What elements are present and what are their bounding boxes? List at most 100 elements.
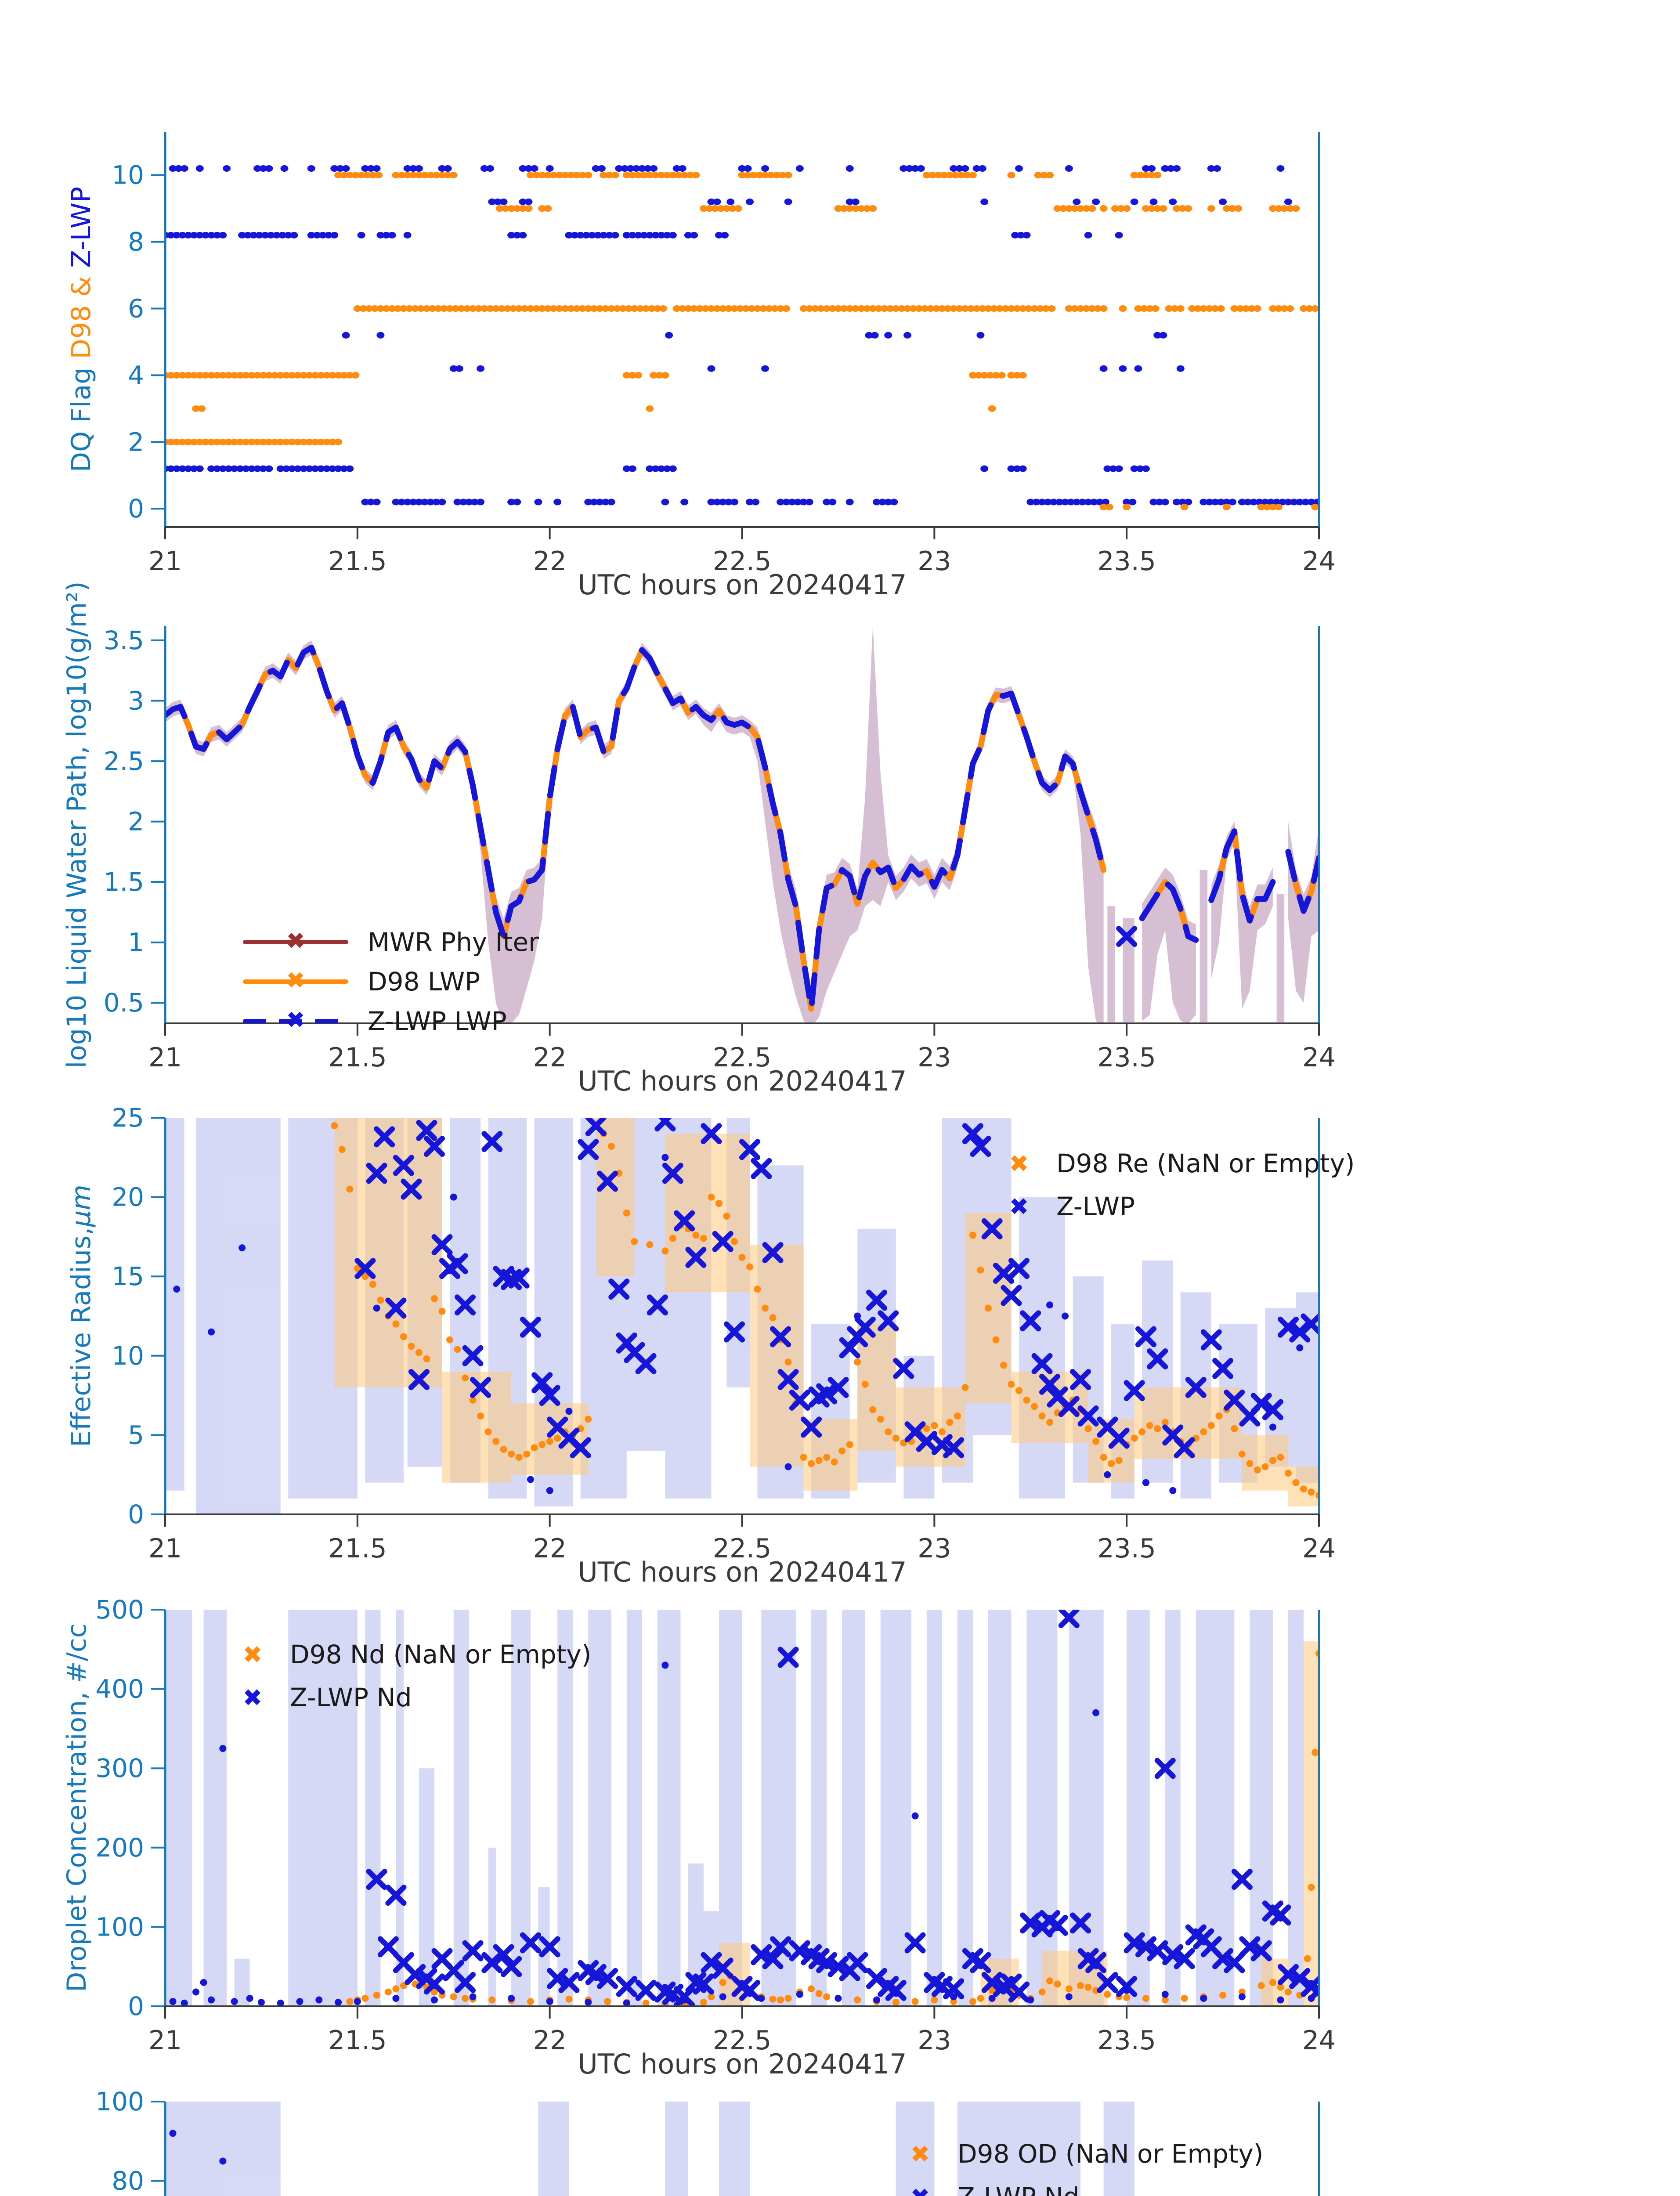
svg-text:200: 200 bbox=[95, 1833, 144, 1863]
svg-text:23.5: 23.5 bbox=[1097, 1533, 1156, 1564]
d98-x-marker-icon: ✖ bbox=[910, 2140, 930, 2168]
svg-text:24: 24 bbox=[1302, 2025, 1336, 2056]
svg-text:23: 23 bbox=[918, 2025, 951, 2056]
svg-text:10: 10 bbox=[112, 1341, 144, 1371]
p3-xlabel: UTC hours on 20240417 bbox=[578, 1556, 907, 1588]
p4-legend: ✖ D98 Nd (NaN or Empty) ✖ Z-LWP Nd bbox=[237, 1633, 591, 1719]
svg-text:500: 500 bbox=[95, 1595, 144, 1625]
svg-text:10: 10 bbox=[112, 160, 144, 190]
p2-ylabel: log10 Liquid Water Path, log10(g/m²) bbox=[61, 582, 92, 1069]
p4-legend-d98: ✖ D98 Nd (NaN or Empty) bbox=[237, 1633, 591, 1676]
p2-ylabel-text: log10 Liquid Water Path, log10(g/m²) bbox=[61, 581, 92, 1069]
p4-ylabel-text: Droplet Concentration, #/cc bbox=[61, 1623, 92, 1992]
svg-text:23: 23 bbox=[918, 546, 951, 577]
svg-text:1: 1 bbox=[128, 928, 144, 957]
p4-legend-d98-label: D98 Nd (NaN or Empty) bbox=[290, 1640, 592, 1669]
svg-text:22.5: 22.5 bbox=[713, 1533, 772, 1564]
svg-text:22: 22 bbox=[533, 546, 566, 577]
p4-legend-zlwp-label: Z-LWP Nd bbox=[290, 1683, 412, 1712]
svg-text:3.5: 3.5 bbox=[104, 625, 144, 655]
svg-text:2: 2 bbox=[128, 427, 144, 457]
p3-legend: ✖ D98 Re (NaN or Empty) ✖ Z-LWP bbox=[1004, 1142, 1355, 1228]
p3-ylabel: Effective Radius,μm bbox=[66, 1185, 97, 1447]
svg-text:21: 21 bbox=[148, 1533, 182, 1564]
svg-text:24: 24 bbox=[1302, 546, 1336, 577]
zlwp-x-marker-icon: ✖ bbox=[1009, 1192, 1029, 1221]
svg-text:22: 22 bbox=[533, 1042, 566, 1073]
p3-legend-zlwp-label: Z-LWP bbox=[1056, 1192, 1135, 1221]
zlwp-x-marker-icon: ✖ bbox=[905, 2183, 936, 2196]
p3-ylabel-text: Effective Radius, bbox=[66, 1227, 97, 1447]
p5-legend-zlwp: ✖ Z-LWP Nd bbox=[905, 2175, 1263, 2196]
p2-legend-mwr-label: MWR Phy Iter bbox=[368, 927, 539, 957]
svg-text:20: 20 bbox=[112, 1182, 144, 1212]
svg-text:5: 5 bbox=[128, 1420, 144, 1450]
p3-legend-d98: ✖ D98 Re (NaN or Empty) bbox=[1004, 1142, 1355, 1185]
p3-ylabel-um: μm bbox=[66, 1185, 97, 1227]
svg-text:3: 3 bbox=[128, 686, 144, 716]
svg-text:23.5: 23.5 bbox=[1097, 1042, 1156, 1073]
svg-text:100: 100 bbox=[95, 2087, 144, 2117]
svg-text:21.5: 21.5 bbox=[328, 546, 387, 577]
svg-text:1.5: 1.5 bbox=[104, 867, 144, 897]
svg-text:22.5: 22.5 bbox=[713, 546, 772, 577]
svg-text:0.5: 0.5 bbox=[104, 988, 144, 1018]
p2-legend-zlwp: ✖ Z-LWP LWP bbox=[243, 1001, 539, 1041]
d98-line-swatch: ✖ bbox=[243, 969, 348, 992]
svg-text:15: 15 bbox=[112, 1261, 144, 1291]
p1-ylabel-zlwp: Z-LWP bbox=[66, 186, 97, 268]
d98-x-marker-icon: ✖ bbox=[1009, 1149, 1029, 1177]
p5-legend-d98: ✖ D98 OD (NaN or Empty) bbox=[905, 2132, 1263, 2175]
svg-text:21.5: 21.5 bbox=[328, 2025, 387, 2056]
p2-legend-zlwp-label: Z-LWP LWP bbox=[368, 1006, 507, 1036]
svg-text:21: 21 bbox=[148, 2025, 182, 2056]
svg-text:0: 0 bbox=[128, 494, 144, 524]
p4-xlabel: UTC hours on 20240417 bbox=[578, 2048, 907, 2080]
svg-text:6: 6 bbox=[128, 294, 144, 324]
svg-text:21.5: 21.5 bbox=[328, 1533, 387, 1564]
d98-x-marker-icon: ✖ bbox=[242, 1640, 263, 1669]
svg-text:100: 100 bbox=[95, 1912, 144, 1942]
svg-text:22: 22 bbox=[533, 1533, 566, 1564]
p2-legend-d98: ✖ D98 LWP bbox=[243, 962, 539, 1001]
p1-xlabel: UTC hours on 20240417 bbox=[578, 569, 907, 601]
svg-text:21: 21 bbox=[148, 1042, 182, 1073]
svg-text:21: 21 bbox=[148, 546, 182, 577]
mwr-line-swatch: ✖ bbox=[243, 930, 348, 953]
svg-text:0: 0 bbox=[128, 1499, 144, 1529]
svg-text:80: 80 bbox=[112, 2166, 144, 2196]
p5-legend-d98-label: D98 OD (NaN or Empty) bbox=[957, 2139, 1264, 2169]
svg-text:23: 23 bbox=[918, 1042, 951, 1073]
svg-text:2: 2 bbox=[128, 807, 144, 837]
svg-text:23.5: 23.5 bbox=[1097, 2025, 1156, 2056]
svg-text:24: 24 bbox=[1302, 1533, 1336, 1564]
zlwp-line-swatch: ✖ bbox=[243, 1009, 348, 1032]
p3-legend-d98-label: D98 Re (NaN or Empty) bbox=[1056, 1149, 1355, 1178]
svg-text:400: 400 bbox=[95, 1674, 144, 1704]
p2-legend: ✖ MWR Phy Iter ✖ D98 LWP ✖ Z-LWP LWP bbox=[243, 922, 539, 1041]
p1-ylabel-dqflag: DQ Flag bbox=[66, 359, 97, 473]
svg-text:21.5: 21.5 bbox=[328, 1042, 387, 1073]
svg-text:8: 8 bbox=[128, 227, 144, 257]
p2-xlabel: UTC hours on 20240417 bbox=[578, 1065, 907, 1097]
svg-text:23.5: 23.5 bbox=[1097, 546, 1156, 577]
svg-text:2.5: 2.5 bbox=[104, 746, 144, 776]
svg-text:22.5: 22.5 bbox=[713, 2025, 772, 2056]
svg-text:4: 4 bbox=[128, 360, 144, 390]
p3-legend-zlwp: ✖ Z-LWP bbox=[1004, 1185, 1355, 1228]
p1-ylabel: DQ Flag D98 & Z-LWP bbox=[66, 187, 97, 472]
p5-legend-zlwp-label: Z-LWP Nd bbox=[957, 2182, 1080, 2196]
p5-legend: ✖ D98 OD (NaN or Empty) ✖ Z-LWP Nd bbox=[905, 2132, 1263, 2196]
svg-text:300: 300 bbox=[95, 1753, 144, 1783]
p1-ylabel-d98: D98 & bbox=[66, 268, 97, 359]
p4-legend-zlwp: ✖ Z-LWP Nd bbox=[237, 1676, 591, 1719]
p2-legend-d98-label: D98 LWP bbox=[368, 967, 481, 997]
svg-text:0: 0 bbox=[128, 1991, 144, 2021]
svg-text:25: 25 bbox=[112, 1103, 144, 1133]
svg-text:24: 24 bbox=[1302, 1042, 1336, 1073]
svg-text:22.5: 22.5 bbox=[713, 1042, 772, 1073]
zlwp-x-marker-icon: ✖ bbox=[242, 1683, 263, 1712]
p4-ylabel: Droplet Concentration, #/cc bbox=[61, 1623, 92, 1992]
